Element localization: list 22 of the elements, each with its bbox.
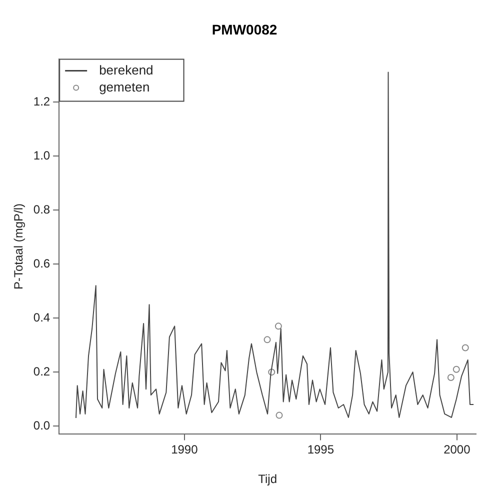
- x-tick-label: 1990: [171, 442, 198, 457]
- y-tick-label: 0.4: [33, 310, 50, 324]
- y-tick-label: 0.0: [33, 418, 50, 432]
- point: [274, 322, 282, 330]
- x-tick-label: 1995: [307, 442, 334, 457]
- point: [447, 374, 454, 381]
- y-tick-label: 0.6: [33, 256, 50, 270]
- y-tick-label: 1.2: [33, 94, 50, 108]
- legend-label: berekend: [99, 62, 154, 78]
- y-axis-title: P-Totaal (mgP/l): [12, 203, 26, 290]
- point: [462, 344, 469, 352]
- point: [264, 336, 271, 344]
- chart-title: PMW0082: [212, 21, 278, 38]
- y-tick-label: 0.2: [33, 364, 50, 378]
- y-tick-label: 0.8: [33, 202, 50, 216]
- legend-label: gemeten: [99, 79, 150, 94]
- point: [276, 412, 283, 419]
- point: [452, 366, 460, 373]
- x-tick-label: 2000: [444, 442, 471, 457]
- point: [268, 368, 276, 376]
- y-tick-label: 1.0: [33, 148, 50, 162]
- x-axis-title: Tijd: [258, 472, 277, 486]
